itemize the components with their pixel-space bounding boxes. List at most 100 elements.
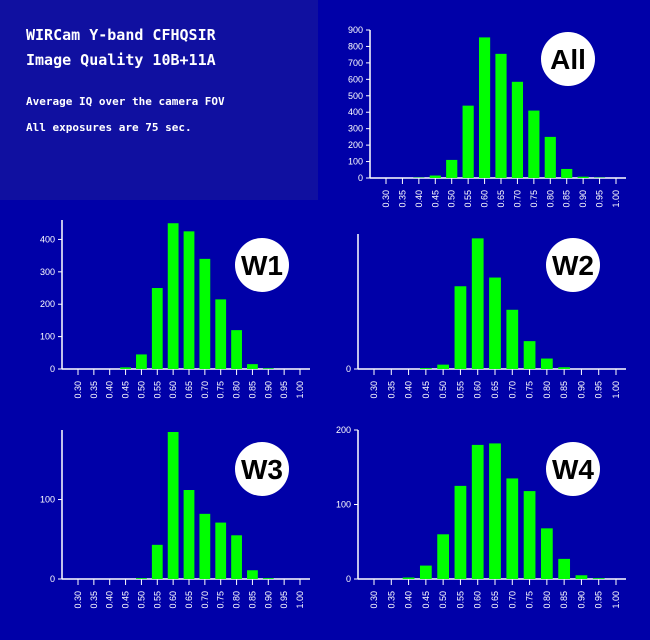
panel-badge	[546, 442, 600, 496]
x-tick-label: 0.40	[105, 381, 115, 399]
figure-note-line1: Average IQ over the camera FOV	[26, 95, 225, 108]
bar	[120, 367, 131, 369]
x-tick-label: 0.80	[232, 591, 242, 609]
x-tick-label: 0.50	[136, 591, 146, 609]
x-tick-label: 0.55	[463, 190, 473, 208]
charts-group: 0 100 200 300 400 500 600 700 800 900 0.30 0.35 0.40…	[40, 25, 626, 609]
x-tick-label: 0.75	[525, 591, 535, 609]
x-tick-label: 0.75	[529, 190, 539, 208]
x-tick-label: 0.50	[438, 591, 448, 609]
x-tick-label: 0.45	[430, 190, 440, 208]
x-tick-label: 0.80	[545, 190, 555, 208]
x-tick-label: 1.00	[611, 190, 621, 208]
bar	[478, 37, 491, 179]
y-tick-label: 600	[348, 74, 363, 84]
chart-w2: 0 0.30 0.35 0.40 0.45 0.50 0.55 0.60 0.65 0.70 0.7…	[346, 234, 626, 399]
bar	[183, 231, 195, 369]
x-tick-label: 0.55	[152, 591, 162, 609]
x-tick-label: 0.90	[576, 591, 586, 609]
y-tick-label: 800	[348, 41, 363, 51]
bar	[136, 354, 147, 369]
x-tick-label: 0.50	[136, 381, 146, 399]
bar	[462, 105, 474, 178]
y-tick-label: 200	[336, 425, 351, 435]
x-tick-label: 0.95	[595, 190, 605, 208]
x-tick-label: 0.60	[480, 190, 490, 208]
x-tick-label: 0.55	[152, 381, 162, 399]
panel-badge-label: All	[550, 44, 586, 75]
y-tick-label: 400	[40, 234, 55, 244]
x-tick-label: 0.85	[559, 381, 569, 399]
bar	[489, 277, 501, 369]
x-tick-label: 0.80	[232, 381, 242, 399]
bar	[561, 168, 573, 178]
bar	[215, 522, 227, 579]
x-tick-label: 0.90	[578, 190, 588, 208]
bar	[446, 159, 458, 178]
x-tick-label: 0.30	[73, 591, 83, 609]
y-tick-label: 0	[346, 364, 351, 374]
x-tick-label: 0.90	[576, 381, 586, 399]
x-tick-label: 0.95	[594, 381, 604, 399]
y-tick-label: 300	[40, 267, 55, 277]
header-panel-background	[0, 0, 318, 200]
x-tick-label: 0.45	[121, 591, 131, 609]
x-tick-label: 0.35	[397, 190, 407, 208]
x-tick-label: 0.75	[525, 381, 535, 399]
x-tick-label: 0.95	[279, 381, 289, 399]
bar	[262, 368, 274, 369]
x-tick-label: 0.40	[105, 591, 115, 609]
x-tick-label: 0.50	[438, 381, 448, 399]
x-tick-label: 0.70	[200, 381, 210, 399]
figure-title-line1: WIRCam Y-band CFHQSIR	[26, 26, 217, 44]
x-tick-label: 0.70	[200, 591, 210, 609]
y-tick-label: 200	[40, 299, 55, 309]
x-tick-label: 0.35	[386, 381, 396, 399]
x-tick-label: 0.40	[404, 591, 414, 609]
y-tick-label: 500	[348, 91, 363, 101]
panel-badge-label: W4	[552, 454, 594, 485]
chart-w3: 0 100 0.30 0.35 0.40 0.45 0.50 0.55 0.60 0.65 0.70…	[40, 430, 310, 609]
bar	[167, 223, 179, 369]
y-tick-label: 200	[348, 140, 363, 150]
x-tick-label: 0.45	[121, 381, 131, 399]
x-tick-label: 0.45	[421, 591, 431, 609]
x-tick-label: 0.95	[279, 591, 289, 609]
bar	[419, 368, 432, 369]
figure-note-line2: All exposures are 75 sec.	[26, 121, 192, 134]
x-tick-label: 1.00	[611, 381, 621, 399]
x-tick-label: 0.80	[542, 591, 552, 609]
bar	[523, 491, 536, 579]
x-tick-label: 0.70	[512, 190, 522, 208]
x-tick-label: 0.45	[421, 381, 431, 399]
x-tick-label: 0.50	[447, 190, 457, 208]
x-tick-label: 0.65	[184, 591, 194, 609]
bar	[247, 364, 258, 369]
x-tick-label: 0.85	[247, 381, 257, 399]
chart-w1: 0 100 200 300 400 0.30 0.35 0.40 0.45 0.50 0.55 0.6…	[40, 220, 310, 399]
x-tick-label: 0.65	[490, 381, 500, 399]
y-tick-label: 100	[336, 500, 351, 510]
bar	[136, 578, 147, 579]
bar	[231, 330, 242, 369]
bar	[592, 578, 605, 579]
panel-badge-label: W1	[241, 250, 283, 281]
x-tick-label: 0.60	[473, 591, 483, 609]
y-tick-label: 100	[348, 157, 363, 167]
panel-badge	[235, 238, 289, 292]
bar	[262, 578, 274, 579]
bar	[575, 575, 588, 579]
x-tick-label: 0.60	[473, 381, 483, 399]
panel-badge-label: W3	[241, 454, 283, 485]
bar	[495, 53, 507, 178]
x-tick-label: 0.65	[496, 190, 506, 208]
x-tick-label: 0.75	[216, 381, 226, 399]
bar	[151, 544, 163, 579]
x-tick-label: 0.65	[184, 381, 194, 399]
y-tick-label: 900	[348, 25, 363, 35]
figure-title-line2: Image Quality 10B+11A	[26, 51, 216, 69]
bar	[437, 534, 450, 579]
bar	[506, 478, 519, 579]
bar	[402, 577, 415, 579]
